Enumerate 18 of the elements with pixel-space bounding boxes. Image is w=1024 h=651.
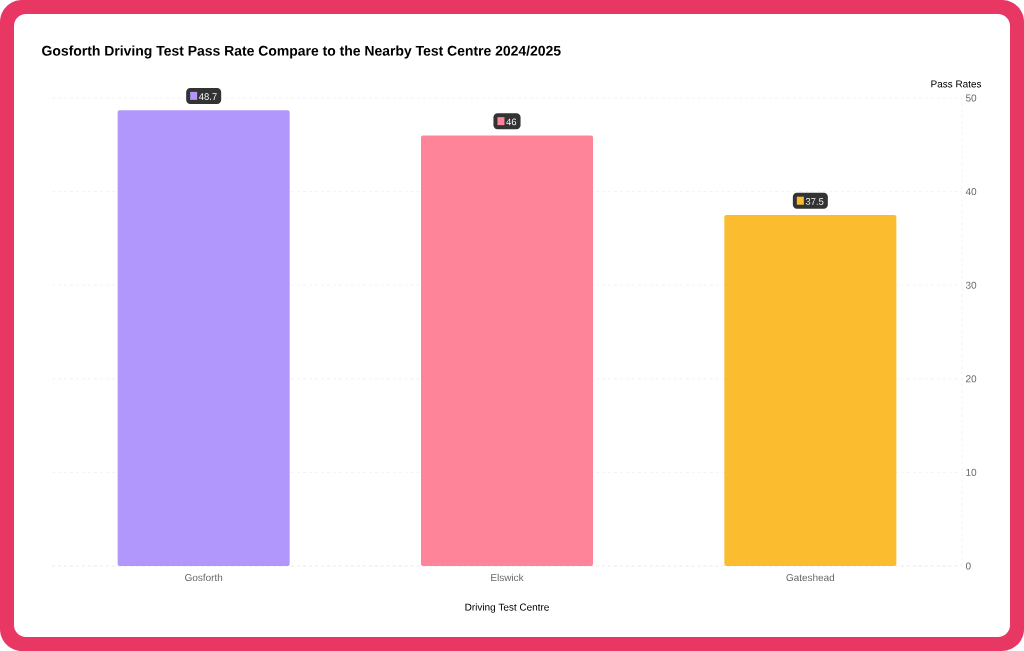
y-tick-label: 50 [965,94,977,102]
bar [117,110,290,566]
bar [421,135,594,566]
x-tick-label: Gateshead [786,573,835,582]
chart-title: Gosforth Driving Test Pass Rate Compare to the Nearby Test Centre 2024/2025 [42,45,561,59]
y-tick-label: 10 [966,468,977,476]
y-tick-label: 40 [965,188,977,196]
y-axis-title: Pass Rates [931,80,982,88]
data-label: 37.5 [805,198,824,205]
x-tick-label: Elswick [491,573,524,582]
y-tick-label: 30 [965,281,977,289]
x-axis-title: Driving Test Centre [465,603,549,613]
y-tick-label: 20 [966,375,977,383]
bar [724,215,897,566]
data-label: 46 [506,118,517,126]
data-label: 48.7 [198,93,217,100]
x-tick-label: Gosforth [185,573,223,582]
y-tick-label: 0 [965,562,971,570]
